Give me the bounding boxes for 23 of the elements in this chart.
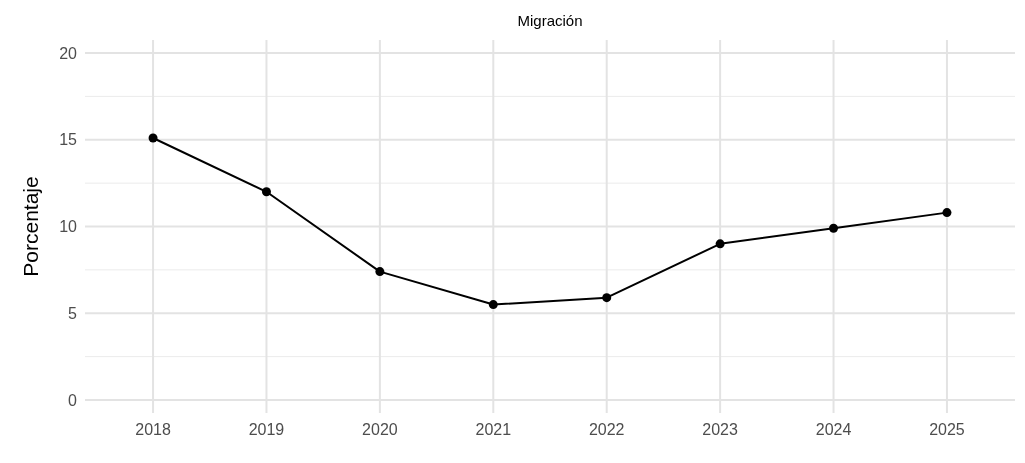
point [488,300,498,310]
x-tick-label: 2018 [135,421,171,438]
y-tick-label: 0 [68,391,78,409]
y-tick-label: 10 [59,218,78,236]
x-tick-label: 2019 [248,421,285,438]
point [715,239,725,249]
point [602,293,612,303]
chart-title: Migración [517,12,583,29]
y-tick-label: 15 [59,131,78,149]
y-tick-label: 20 [59,44,78,62]
y-tick-label: 5 [68,304,78,322]
x-tick-label: 2021 [475,421,512,438]
point [829,223,839,233]
x-tick-label: 2024 [815,421,852,438]
y-axis-title: Porcentaje [19,176,42,277]
point [375,267,385,277]
x-tick-label: 2023 [702,421,739,438]
x-tick-label: 2022 [588,421,625,438]
point [942,208,952,218]
point [148,133,158,143]
x-tick-label: 2020 [362,421,398,438]
point [261,187,271,197]
x-tick-label: 2025 [929,421,965,438]
